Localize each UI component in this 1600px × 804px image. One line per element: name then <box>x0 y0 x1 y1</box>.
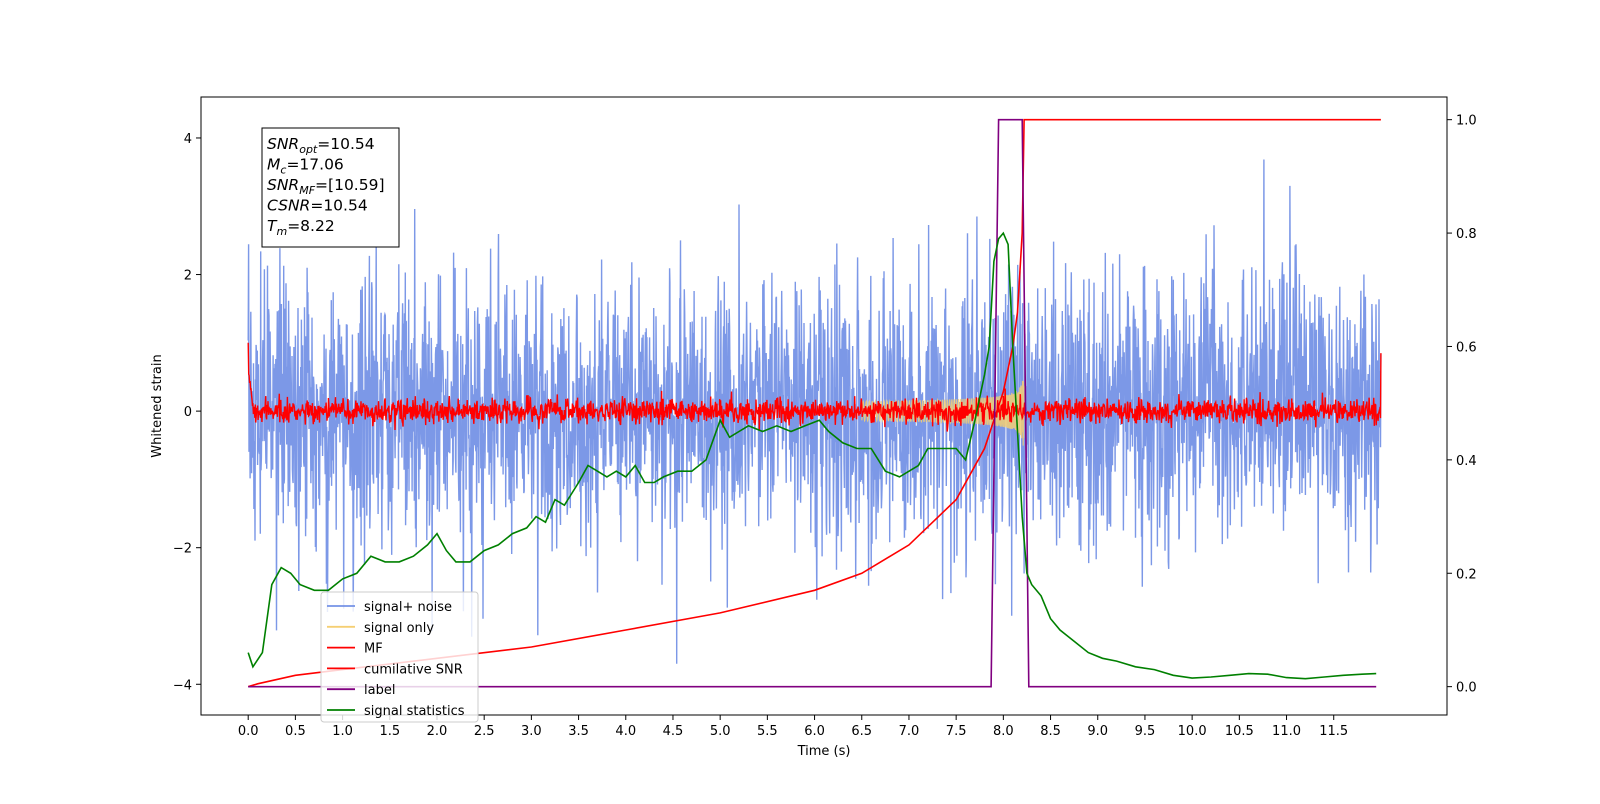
y-right-tick-label: 0.4 <box>1456 454 1477 469</box>
series-signal-plus-noise <box>247 159 1382 664</box>
series-signal-statistics <box>247 231 1377 680</box>
x-tick-label: 5.0 <box>710 724 731 739</box>
x-tick-label: 10.0 <box>1178 724 1207 739</box>
y-right-tick-label: 0.2 <box>1456 567 1477 582</box>
y-left-tick-label: −4 <box>173 678 192 693</box>
legend-label: signal+ noise <box>364 600 452 615</box>
y-right-tick-label: 0.8 <box>1456 227 1477 242</box>
info-annotation-box: SNRopt=10.54Mc=17.06SNRMF=[10.59]CSNR=10… <box>261 127 400 248</box>
x-tick-label: 0.5 <box>285 724 306 739</box>
series-mf <box>247 342 1382 432</box>
x-tick-label: 0.0 <box>238 724 259 739</box>
y-left-tick-label: −2 <box>173 542 192 557</box>
info-box-frame <box>261 127 400 248</box>
legend: signal+ noise signal only MF cumilative SNR… <box>320 591 479 723</box>
x-tick-label: 8.5 <box>1040 724 1061 739</box>
x-tick-label: 2.5 <box>474 724 495 739</box>
x-tick-label: 1.5 <box>379 724 400 739</box>
y-axis-left-label: Whitened strain <box>150 354 165 457</box>
x-tick-label: 1.0 <box>332 724 353 739</box>
legend-frame <box>320 591 479 723</box>
x-axis: 0.0 0.5 1.0 1.5 2.0 2.5 3.0 3.5 4.0 4.5 5.0 5.5 6.0 6… <box>238 715 1348 739</box>
x-tick-label: 4.5 <box>663 724 684 739</box>
x-tick-label: 5.5 <box>757 724 778 739</box>
legend-label: signal statistics <box>364 704 465 719</box>
x-tick-label: 6.5 <box>851 724 872 739</box>
info-line: SNRopt=10.54 <box>267 135 375 156</box>
x-tick-label: 4.0 <box>615 724 636 739</box>
x-tick-label: 8.0 <box>993 724 1014 739</box>
y-left-tick-label: 0 <box>184 405 192 420</box>
y-axis-right: 0.0 0.2 0.4 0.6 0.8 1.0 <box>1447 114 1477 696</box>
legend-label: cumilative SNR <box>364 662 463 677</box>
y-axis-left: −4 −2 0 2 4 <box>173 132 201 693</box>
x-tick-label: 2.0 <box>427 724 448 739</box>
legend-label: MF <box>364 642 383 657</box>
x-tick-label: 9.5 <box>1135 724 1156 739</box>
legend-label: signal only <box>364 621 434 636</box>
x-tick-label: 9.0 <box>1087 724 1108 739</box>
info-line: SNRMF=[10.59] <box>267 176 385 197</box>
legend-label: label <box>364 683 395 698</box>
series-label <box>248 118 1377 688</box>
y-right-tick-label: 0.6 <box>1456 340 1477 355</box>
info-line: Tm=8.22 <box>267 217 335 238</box>
x-tick-label: 11.5 <box>1319 724 1348 739</box>
y-right-tick-label: 1.0 <box>1456 114 1477 129</box>
axes-frame <box>200 96 1448 716</box>
info-line: Mc=17.06 <box>267 156 344 177</box>
x-tick-label: 7.0 <box>899 724 920 739</box>
y-left-tick-label: 2 <box>184 269 192 284</box>
x-tick-label: 6.0 <box>804 724 825 739</box>
x-tick-label: 3.0 <box>521 724 542 739</box>
y-right-tick-label: 0.0 <box>1456 681 1477 696</box>
x-tick-label: 10.5 <box>1225 724 1254 739</box>
info-line: CSNR=10.54 <box>267 197 368 215</box>
x-tick-label: 11.0 <box>1272 724 1301 739</box>
y-left-tick-label: 4 <box>184 132 192 147</box>
x-tick-label: 7.5 <box>946 724 967 739</box>
x-tick-label: 3.5 <box>568 724 589 739</box>
x-axis-label: Time (s) <box>797 744 851 759</box>
